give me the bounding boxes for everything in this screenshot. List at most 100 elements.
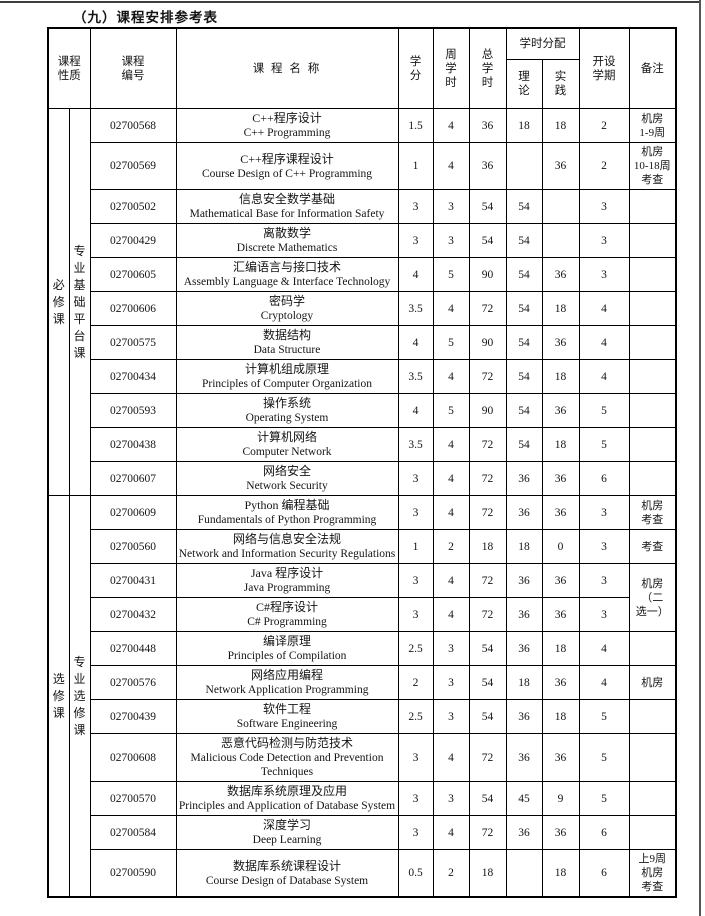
semester-cell: 5	[578, 781, 630, 816]
course-name-en: Deep Learning	[252, 834, 322, 846]
total-hours-cell: 72	[468, 563, 507, 598]
course-name-zh: 网络安全	[262, 464, 311, 478]
theory-hours-cell: 36	[505, 631, 543, 666]
table-row: 02700608 恶意代码检测与防范技术 Malicious Code Dete…	[48, 733, 677, 782]
practice-hours-cell: 36	[541, 393, 580, 428]
credits-cell: 3	[397, 461, 434, 496]
course-name-cell: 操作系统 Operating System	[175, 393, 399, 428]
credits-cell: 0.5	[397, 849, 434, 898]
practice-hours-cell: 36	[541, 325, 580, 360]
table-row: 02700439 软件工程 Software Engineering 2.5 3…	[48, 699, 677, 734]
theory-hours-cell: 36	[505, 597, 543, 632]
course-name-zh: 数据库系统原理及应用	[226, 784, 347, 798]
semester-cell: 4	[578, 291, 630, 326]
practice-hours-cell: 18	[541, 108, 580, 143]
page-top-rule	[0, 1, 699, 3]
total-hours-cell: 90	[468, 393, 507, 428]
course-code-cell: 02700438	[89, 427, 177, 462]
course-name-zh: 操作系统	[262, 396, 311, 410]
header-weekly-hours: 周 学 时	[432, 27, 470, 109]
weekly-hours-cell: 4	[432, 597, 470, 632]
theory-hours-cell: 54	[505, 257, 543, 292]
table-row: 02700560 网络与信息安全法规 Network and Informati…	[48, 529, 677, 564]
total-hours-cell: 54	[468, 781, 507, 816]
table-row: 02700429 离散数学 Discrete Mathematics 3 3 5…	[48, 223, 677, 258]
header-total-hours: 总 学 时	[468, 27, 507, 109]
practice-hours-cell: 36	[541, 815, 580, 850]
course-code-cell: 02700608	[89, 733, 177, 782]
semester-cell: 4	[578, 665, 630, 700]
credits-cell: 3	[397, 815, 434, 850]
course-name-en: Discrete Mathematics	[236, 242, 338, 254]
theory-hours-cell: 36	[505, 699, 543, 734]
note-cell	[628, 815, 677, 850]
course-name-en: Principles and Application of Database S…	[178, 800, 396, 812]
total-hours-cell: 72	[468, 291, 507, 326]
total-hours-cell: 72	[468, 597, 507, 632]
note-cell	[628, 631, 677, 666]
course-code-cell: 02700575	[89, 325, 177, 360]
semester-cell: 2	[578, 108, 630, 143]
semester-cell: 5	[578, 733, 630, 782]
credits-cell: 2.5	[397, 699, 434, 734]
credits-cell: 3.5	[397, 359, 434, 394]
course-code-cell: 02700570	[89, 781, 177, 816]
course-code-cell: 02700502	[89, 189, 177, 224]
practice-hours-cell: 36	[541, 733, 580, 782]
table-row: 02700448 编译原理 Principles of Compilation …	[48, 631, 677, 666]
semester-cell: 4	[578, 325, 630, 360]
course-name-zh: 计算机网络	[256, 430, 317, 444]
header-semester: 开设 学期	[578, 27, 630, 109]
header-course-nature: 课程 性质	[47, 27, 91, 109]
credits-cell: 3	[397, 495, 434, 530]
practice-hours-cell: 18	[541, 631, 580, 666]
course-code-cell: 02700434	[89, 359, 177, 394]
practice-hours-cell: 9	[541, 781, 580, 816]
weekly-hours-cell: 3	[432, 665, 470, 700]
course-name-cell: 网络应用编程 Network Application Programming	[175, 665, 399, 700]
header-credits: 学 分	[397, 27, 434, 109]
theory-hours-cell	[505, 142, 543, 190]
course-name-en: Fundamentals of Python Programming	[197, 514, 377, 526]
note-cell	[628, 427, 677, 462]
total-hours-cell: 54	[468, 665, 507, 700]
note-cell	[628, 359, 677, 394]
course-code-cell: 02700590	[89, 849, 177, 898]
course-name-en: Cryptology	[260, 310, 314, 322]
section-nature-label: 必修课	[47, 108, 70, 496]
course-name-zh: 软件工程	[262, 702, 311, 716]
course-name-en: Course Design of Database System	[205, 874, 369, 887]
semester-cell: 3	[578, 257, 630, 292]
theory-hours-cell	[505, 849, 543, 898]
semester-cell: 3	[578, 597, 630, 632]
course-code-cell: 02700432	[89, 597, 177, 632]
credits-cell: 1	[397, 529, 434, 564]
course-name-zh: Java 程序设计	[250, 566, 324, 580]
course-name-cell: 网络安全 Network Security	[175, 461, 399, 496]
course-name-en: C# Programming	[247, 616, 327, 628]
practice-hours-cell: 0	[541, 529, 580, 564]
table-row: 选修课 专业选修课 02700609 Python 编程基础 Fundamental…	[47, 495, 677, 898]
credits-cell: 1	[397, 142, 434, 190]
note-cell	[628, 325, 677, 360]
credits-cell: 3	[397, 563, 434, 598]
theory-hours-cell: 54	[505, 223, 543, 258]
table-row: 02700438 计算机网络 Computer Network 3.5 4 72…	[48, 427, 677, 462]
weekly-hours-cell: 4	[432, 427, 470, 462]
course-name-cell: 深度学习 Deep Learning	[175, 815, 399, 850]
credits-cell: 3.5	[397, 427, 434, 462]
course-name-cell: 数据库系统原理及应用 Principles and Application of…	[175, 781, 399, 816]
table-row: 02700576 网络应用编程 Network Application Prog…	[48, 665, 677, 700]
semester-cell: 3	[578, 529, 630, 564]
table-row: 02700575 数据结构 Data Structure 4 5 90 54 3…	[48, 325, 677, 360]
course-name-cell: 信息安全数学基础 Mathematical Base for Informati…	[175, 189, 399, 224]
course-name-cell: 编译原理 Principles of Compilation	[175, 631, 399, 666]
page-title: （九）课程安排参考表	[73, 10, 218, 25]
course-name-zh: C#程序设计	[255, 600, 318, 614]
semester-cell: 5	[578, 393, 630, 428]
theory-hours-cell: 36	[505, 815, 543, 850]
practice-hours-cell: 36	[541, 495, 580, 530]
semester-cell: 6	[578, 815, 630, 850]
weekly-hours-cell: 2	[432, 529, 470, 564]
semester-cell: 6	[578, 849, 630, 898]
